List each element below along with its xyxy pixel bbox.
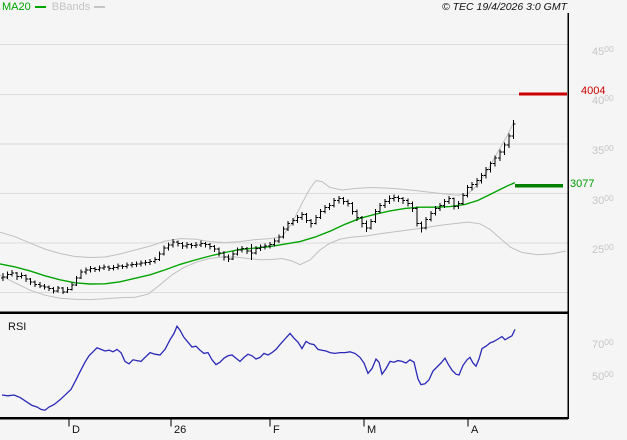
price-tick-label-4000: 4000 [592, 93, 614, 108]
legend-bbands-label: BBands [51, 1, 91, 13]
rsi-tick-label-70: 7000 [592, 337, 614, 351]
rsi-panel-title: RSI [8, 321, 27, 333]
support-level-label: 3077 [570, 177, 595, 190]
resistance-level-label: 4004 [581, 84, 606, 97]
x-axis-label-M: M [367, 424, 377, 436]
copyright-text: © TEC 19/4/2026 3:0 GMT [441, 1, 567, 13]
price-tick-label-4500: 4500 [592, 43, 614, 58]
price-tick-label-2500: 2500 [592, 242, 614, 257]
price-tick-label-3500: 3500 [592, 142, 614, 157]
legend-item-bbands: BBands [52, 1, 106, 13]
ma20-line-swatch [34, 6, 46, 8]
x-axis-label-F: F [273, 424, 280, 436]
rsi-tick-label-50: 5000 [592, 369, 614, 383]
bbands-line-swatch [94, 6, 106, 8]
x-axis-label-26: 26 [174, 424, 187, 436]
legend-ma20-label: MA20 [2, 1, 31, 13]
x-axis-label-A: A [471, 424, 479, 436]
legend: MA20 BBands [2, 1, 106, 13]
x-axis-label-D: D [72, 424, 80, 436]
price-tick-label-3000: 3000 [592, 192, 614, 207]
legend-item-ma20: MA20 [2, 1, 46, 13]
